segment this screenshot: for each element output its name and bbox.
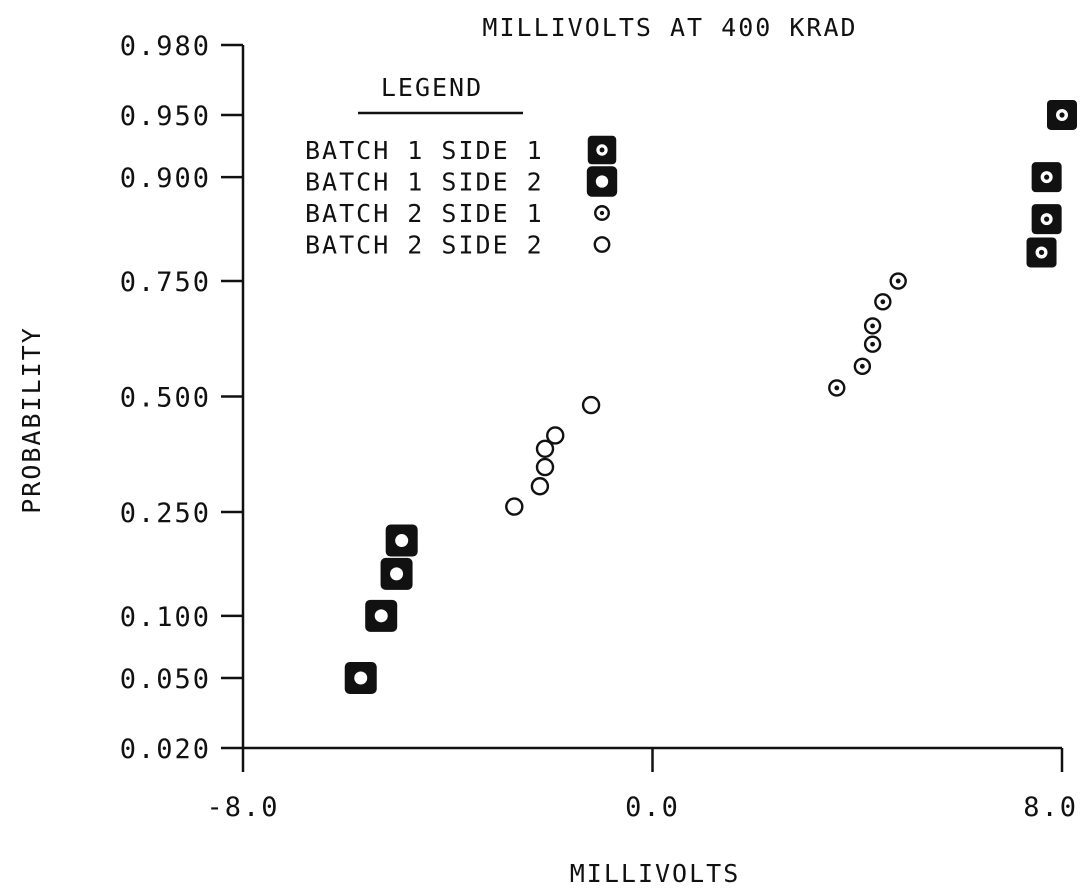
data-point [1047, 99, 1077, 130]
data-point [535, 457, 555, 477]
x-tick-label: 8.0 [1023, 792, 1078, 823]
legend-label: BATCH 2 SIDE 1 [305, 199, 544, 228]
data-point [1026, 237, 1057, 268]
y-tick-label: 0.250 [120, 498, 211, 529]
legend-label: BATCH 2 SIDE 2 [305, 231, 544, 260]
plot-points [344, 99, 1077, 695]
y-tick-label: 0.950 [120, 101, 211, 132]
legend-label: BATCH 1 SIDE 1 [305, 136, 544, 165]
data-point [535, 439, 555, 458]
data-point [581, 395, 601, 415]
legend-label: BATCH 1 SIDE 2 [305, 168, 544, 197]
y-tick-label: 0.100 [120, 602, 211, 633]
legend-marker [587, 135, 617, 165]
data-point [365, 599, 398, 632]
legend-marker [594, 205, 610, 221]
y-axis-ticks: 0.020 0.050 0.100 0.250 0.500 0.750 0.900 0.950… [120, 31, 243, 765]
x-axis-ticks: -8.0 0.0 8.0 [206, 748, 1078, 823]
y-tick-label: 0.050 [120, 664, 211, 695]
data-point [874, 293, 892, 311]
data-point [863, 335, 882, 353]
data-point [385, 524, 418, 557]
y-tick-label: 0.900 [120, 163, 211, 194]
data-point [344, 662, 377, 695]
y-tick-label: 0.020 [120, 734, 211, 765]
data-point [889, 272, 907, 290]
chart-title: MILLIVOLTS AT 400 KRAD [482, 13, 857, 42]
data-point [863, 317, 882, 335]
data-point [853, 357, 872, 376]
legend-marker [593, 236, 611, 253]
x-tick-label: 0.0 [625, 792, 680, 823]
legend-marker [586, 166, 618, 197]
legend-title: LEGEND [381, 73, 483, 102]
data-point [530, 477, 550, 496]
data-point [380, 557, 413, 590]
y-tick-label: 0.980 [120, 31, 211, 62]
y-tick-label: 0.500 [120, 383, 211, 414]
y-axis-title: PROBABILITY [17, 326, 46, 514]
x-axis-title: MILLIVOLTS [570, 859, 741, 888]
y-tick-label: 0.750 [120, 267, 211, 298]
data-point [828, 379, 846, 397]
data-point [1031, 204, 1062, 235]
data-point [505, 497, 524, 516]
data-point [546, 426, 565, 445]
x-tick-label: -8.0 [206, 792, 279, 823]
data-point [1031, 162, 1062, 193]
